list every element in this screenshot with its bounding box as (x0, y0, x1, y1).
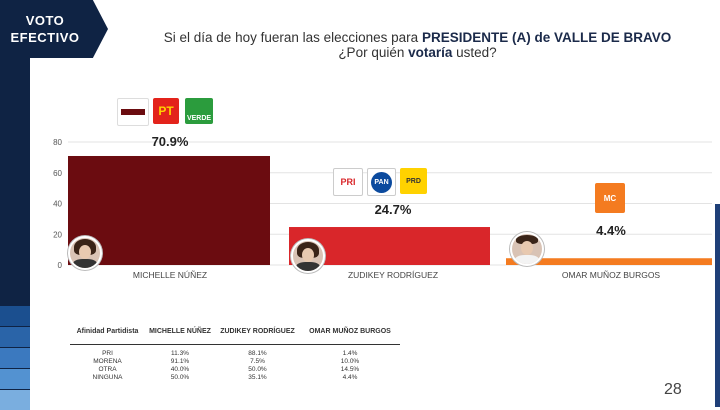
question-office: PRESIDENTE (A) de VALLE DE BRAVO (421, 30, 672, 45)
data-label: 24.7% (375, 202, 412, 217)
x-category-label: OMAR MUÑOZ BURGOS (562, 270, 661, 280)
candidate-photo-omar (510, 232, 544, 266)
x-category-label: ZUDIKEY RODRÍGUEZ (348, 270, 438, 280)
table-row: NINGUNA 50.0% 35.1% 4.4% (70, 373, 400, 381)
table-header-affinity: Afinidad Partidista (76, 327, 139, 335)
table-cell: 50.0% (248, 365, 267, 373)
badge-line2: EFECTIVO (10, 30, 80, 45)
question-line1: Si el día de hoy fueran las elecciones p… (120, 30, 715, 45)
page-number: 28 (664, 381, 682, 398)
prd-logo: PRD (400, 168, 427, 194)
question-line2: ¿Por quién votaría usted? (120, 45, 715, 60)
table-cell: NINGUNA (92, 373, 123, 381)
badge-line1: VOTO (25, 13, 65, 28)
question-text-3: usted? (452, 45, 497, 60)
table-cell: OTRA (98, 365, 117, 373)
y-tick-label: 0 (58, 261, 63, 270)
y-tick-label: 80 (53, 138, 62, 147)
table-header-omar: OMAR MUÑOZ BURGOS (309, 327, 391, 335)
table-cell: PRI (102, 349, 113, 357)
table-cell: 50.0% (170, 373, 190, 381)
section-badge-label: VOTO EFECTIVO (4, 12, 86, 46)
table-cell: 10.0% (340, 357, 360, 365)
x-category-label: MICHELLE NÚÑEZ (133, 270, 207, 280)
y-tick-label: 60 (53, 169, 62, 178)
table-header-zudikey: ZUDIKEY RODRÍGUEZ (220, 327, 295, 335)
question-emphasis: votaría (408, 45, 453, 60)
pan-logo: PAN (367, 168, 396, 196)
table-cell: 1.4% (342, 349, 358, 357)
table-cell: 91.1% (170, 357, 190, 365)
morena-logo (117, 98, 149, 126)
table-row: PRI 11.3% 88.1% 1.4% (70, 349, 400, 357)
bar (68, 155, 270, 265)
right-accent-bar (715, 204, 720, 407)
section-badge (0, 0, 108, 58)
table-row: OTRA 40.0% 50.0% 14.5% (70, 365, 400, 373)
table-header-michelle: MICHELLE NÚÑEZ (149, 327, 211, 335)
table-cell: 7.5% (250, 357, 265, 365)
candidate-photo-zudikey (291, 239, 325, 273)
table-cell: 14.5% (340, 365, 360, 373)
candidate-photo-michelle (68, 236, 102, 270)
pri-logo: PRI (333, 168, 363, 196)
table-cell: 88.1% (248, 349, 267, 357)
table-cell: MORENA (93, 357, 122, 365)
mc-logo: MC (595, 183, 625, 213)
data-label: 4.4% (596, 223, 626, 238)
table-cell: 4.4% (342, 373, 358, 381)
y-tick-label: 20 (53, 230, 62, 239)
question-text-2: ¿Por quién (338, 45, 409, 60)
affinity-table-header: Afinidad Partidista MICHELLE NÚÑEZ ZUDIK… (70, 318, 400, 345)
y-tick-label: 40 (53, 200, 62, 209)
table-cell: 11.3% (171, 349, 189, 357)
table-cell: 40.0% (170, 365, 190, 373)
question-text: Si el día de hoy fueran las elecciones p… (163, 30, 422, 45)
data-label: 70.9% (152, 134, 189, 149)
affinity-table: Afinidad Partidista MICHELLE NÚÑEZ ZUDIK… (70, 318, 400, 381)
verde-logo: VERDE (185, 98, 213, 124)
left-accent-steps (0, 306, 30, 410)
table-row: MORENA 91.1% 7.5% 10.0% (70, 357, 400, 365)
pt-logo: PT (153, 98, 179, 124)
table-cell: 35.1% (248, 373, 267, 381)
bar (506, 258, 712, 265)
